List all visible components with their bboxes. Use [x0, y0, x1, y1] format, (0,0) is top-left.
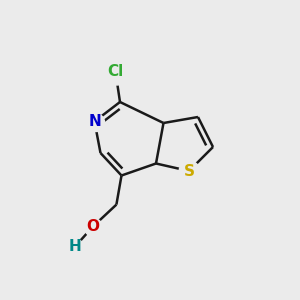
Text: H: H — [69, 239, 81, 254]
Text: Cl: Cl — [107, 64, 124, 80]
Text: N: N — [88, 114, 101, 129]
Text: O: O — [86, 219, 100, 234]
Text: S: S — [184, 164, 194, 178]
